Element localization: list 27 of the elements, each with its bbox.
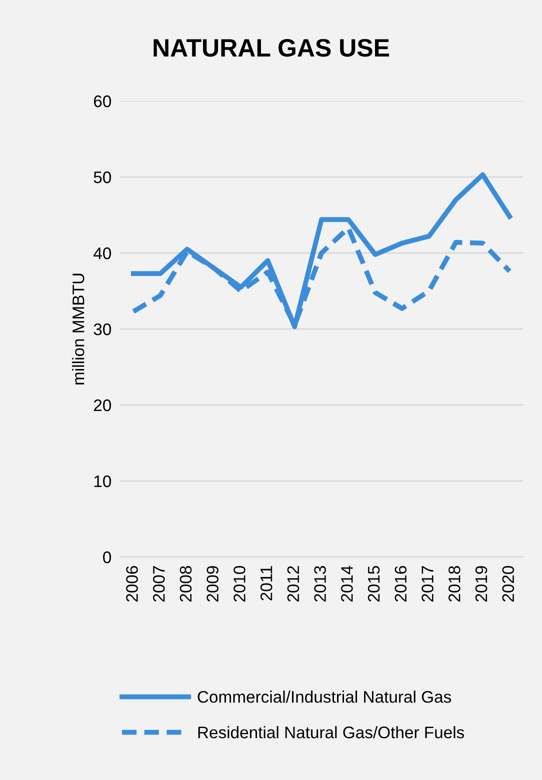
x-tick-label: 2007 (152, 566, 165, 602)
y-tick-label: 20 (94, 399, 112, 412)
y-tick-label: 0 (103, 551, 112, 564)
x-tick-label: 2014 (341, 566, 353, 602)
y-tick-label: 30 (94, 323, 112, 336)
x-tick-label: 2009 (206, 566, 219, 602)
x-tick-label: 2012 (287, 566, 300, 602)
legend-label: Commercial/Industrial Natural Gas (198, 690, 452, 703)
x-tick-label: 2008 (180, 566, 192, 602)
x-tick-label: 2006 (126, 566, 138, 602)
y-tick-label: 40 (94, 247, 112, 260)
y-axis-title: million MMBTU (72, 274, 84, 384)
x-tick-label: 2018 (448, 566, 460, 602)
x-tick-label: 2010 (234, 566, 246, 602)
x-tick-label: 2016 (394, 566, 407, 602)
y-tick-label: 10 (94, 475, 112, 488)
x-tick-label: 2019 (475, 566, 488, 602)
x-tick-label: 2013 (314, 566, 326, 602)
y-tick-label: 60 (94, 95, 112, 108)
x-tick-label: 2020 (502, 566, 514, 602)
x-tick-label: 2011 (260, 566, 272, 600)
x-tick-label: 2015 (368, 566, 380, 602)
chart-title: NATURAL GAS USE (154, 39, 390, 57)
y-tick-label: 50 (94, 171, 112, 184)
legend-label: Residential Natural Gas/Other Fuels (198, 726, 464, 738)
x-tick-label: 2017 (422, 566, 434, 602)
line-series (131, 172, 512, 330)
